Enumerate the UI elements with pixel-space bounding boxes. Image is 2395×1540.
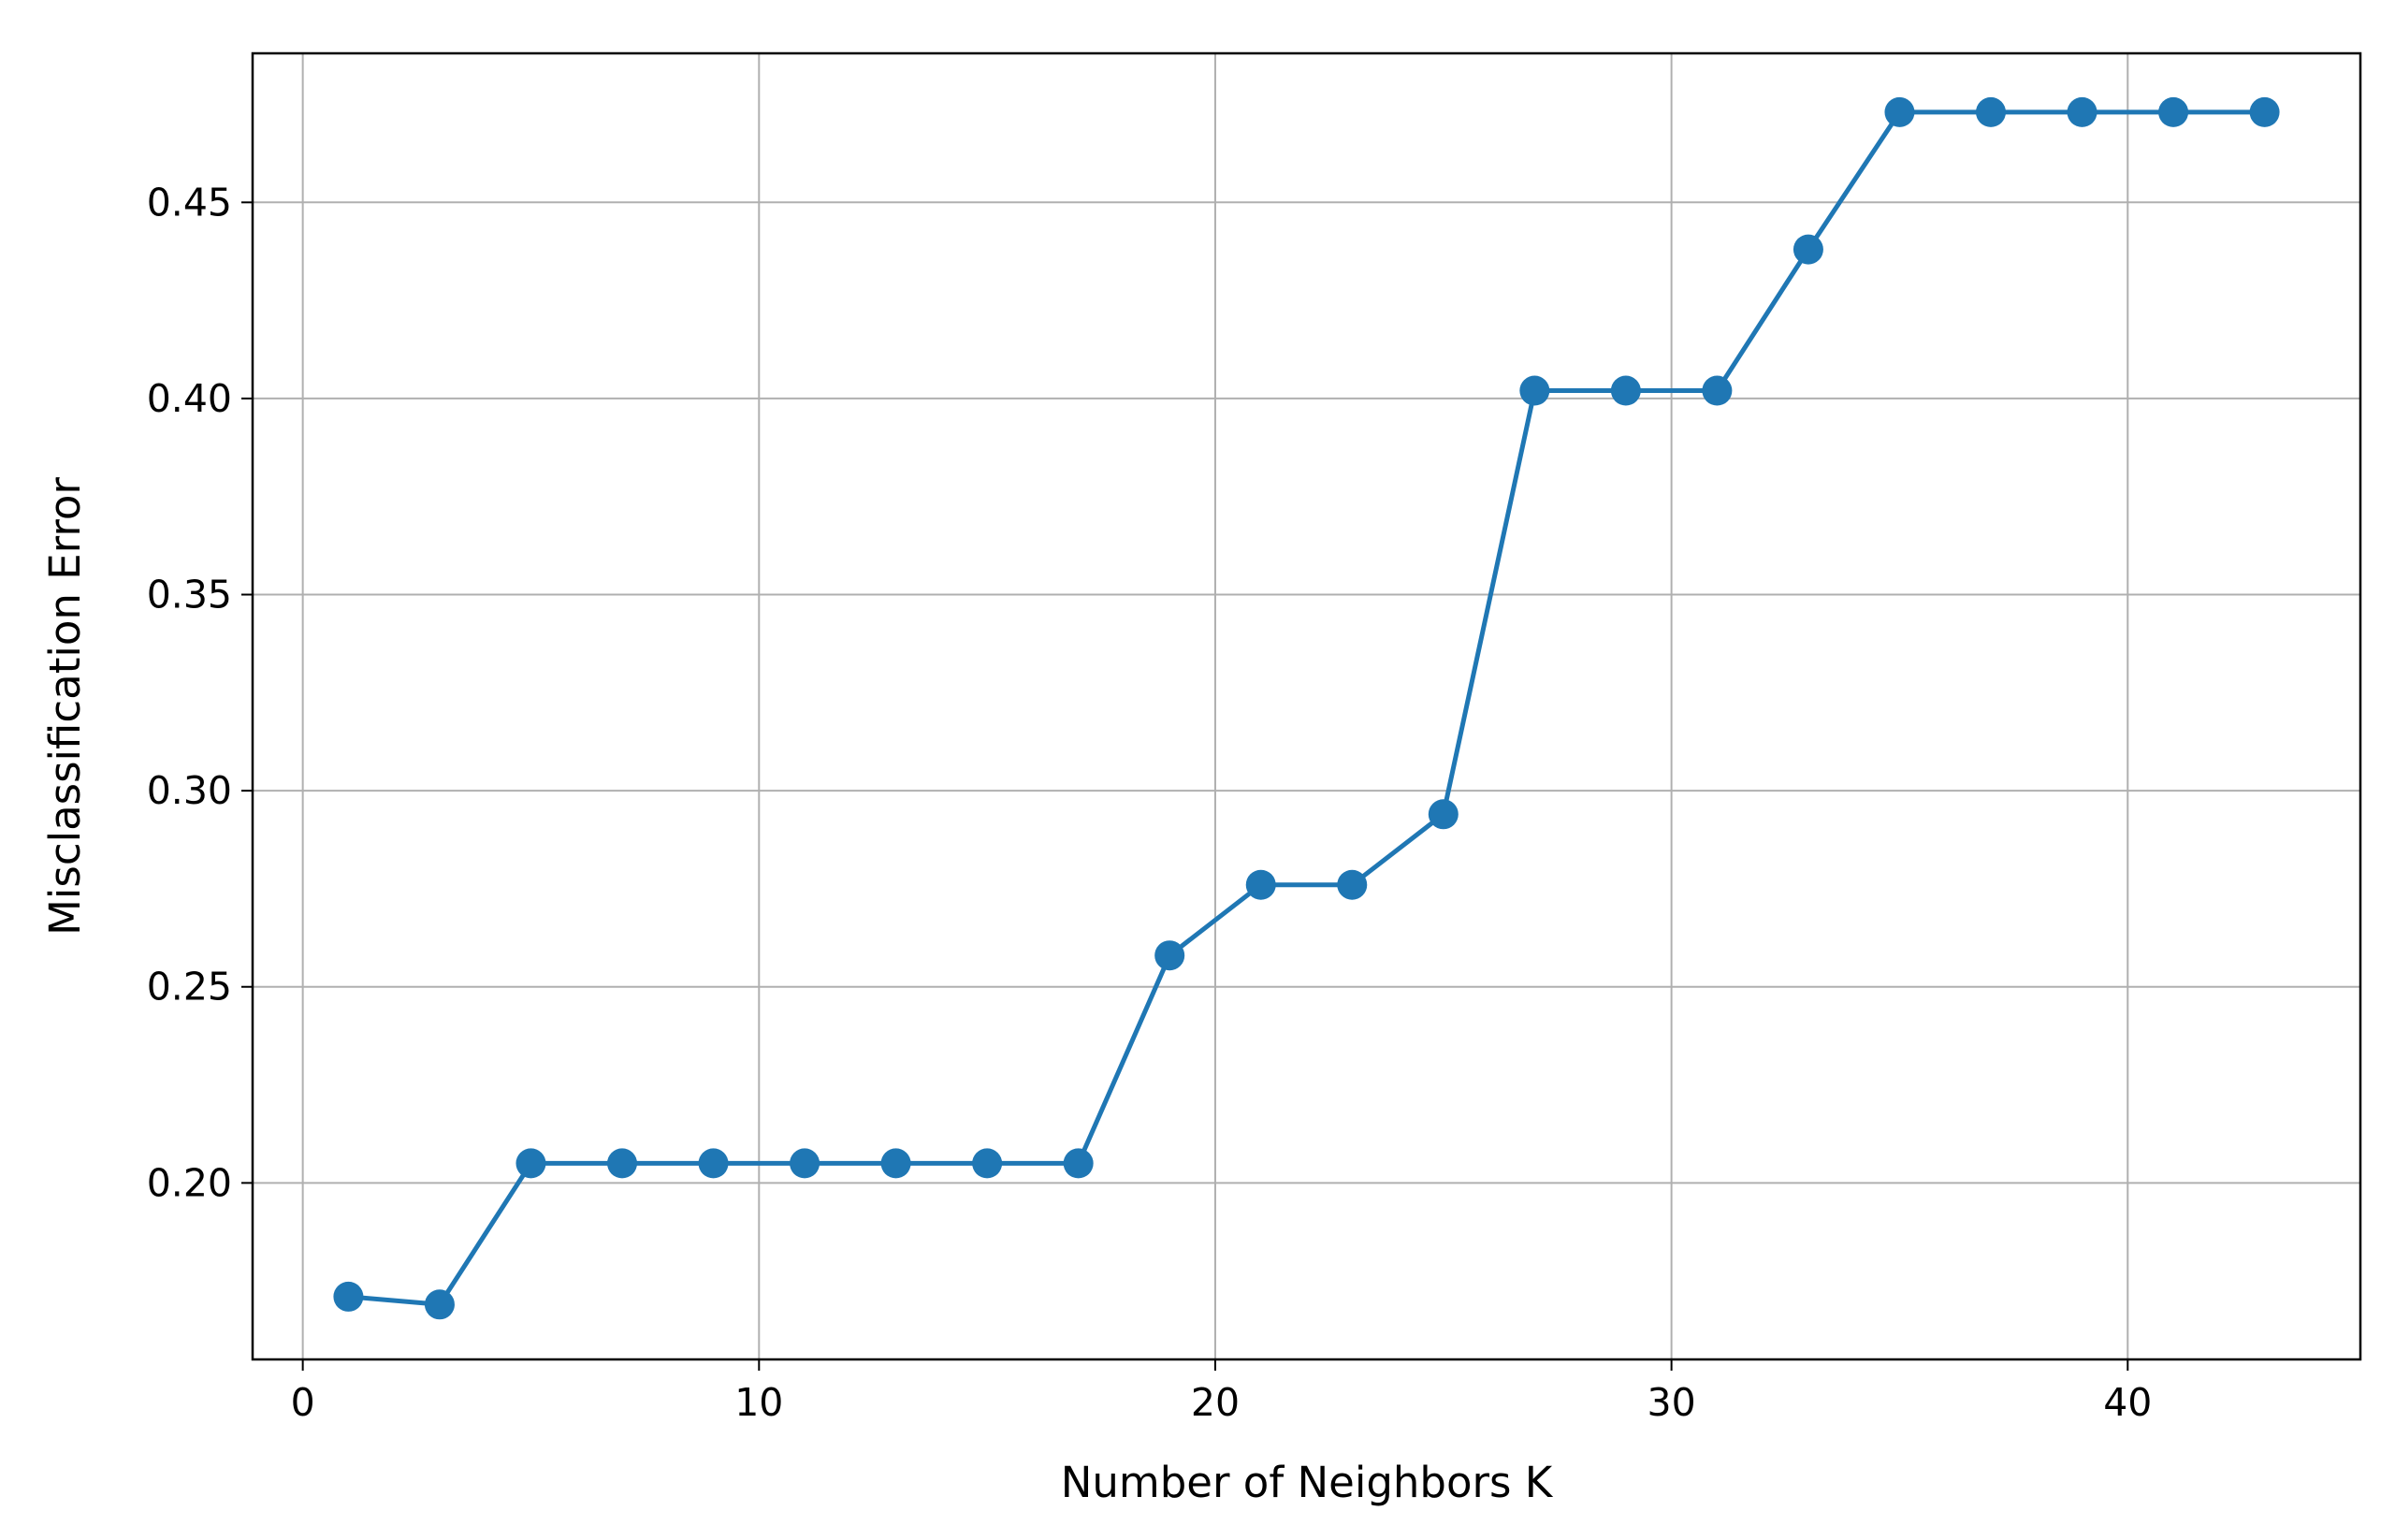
data-point	[515, 1148, 546, 1179]
data-point	[1063, 1148, 1094, 1179]
data-point	[1154, 940, 1185, 971]
data-point	[2067, 96, 2097, 127]
data-point	[1793, 234, 1823, 265]
data-point	[1245, 869, 1276, 900]
data-point	[607, 1148, 638, 1179]
data-point	[880, 1148, 911, 1179]
y-tick-label: 0.45	[147, 180, 232, 225]
x-tick-label: 20	[1191, 1380, 1240, 1425]
data-point	[424, 1289, 455, 1320]
y-tick-label: 0.30	[147, 768, 232, 813]
data-point	[1884, 96, 1915, 127]
data-point	[790, 1148, 820, 1179]
y-tick-label: 0.25	[147, 965, 232, 1010]
data-point	[1702, 375, 1733, 406]
x-tick-label: 40	[2103, 1380, 2152, 1425]
data-point	[1975, 96, 2006, 127]
axes-frame	[251, 51, 2362, 1361]
tick-layer: 0 10 20 30 40 0.20 0.25 0.30 0.35 0.40 0.45	[147, 180, 2153, 1425]
series-line	[345, 109, 2268, 1307]
data-point	[1337, 869, 1368, 900]
y-tick-label: 0.40	[147, 376, 232, 421]
x-tick-label: 10	[734, 1380, 783, 1425]
data-point	[333, 1281, 364, 1312]
y-axis-label: Misclassification Error	[40, 477, 90, 936]
x-axis-label: Number of Neighbors K	[1061, 1458, 1554, 1507]
grid-lines	[253, 53, 2360, 1359]
x-tick-label: 0	[291, 1380, 315, 1425]
y-tick-label: 0.20	[147, 1160, 232, 1205]
data-point	[1428, 799, 1459, 830]
data-point	[972, 1148, 1003, 1179]
data-point	[1519, 375, 1550, 406]
data-point	[1610, 375, 1641, 406]
data-point	[2249, 96, 2280, 127]
data-point	[698, 1148, 729, 1179]
y-tick-label: 0.35	[147, 573, 232, 617]
series-layer	[333, 96, 2280, 1320]
x-tick-label: 30	[1647, 1380, 1696, 1425]
data-point	[2158, 96, 2189, 127]
